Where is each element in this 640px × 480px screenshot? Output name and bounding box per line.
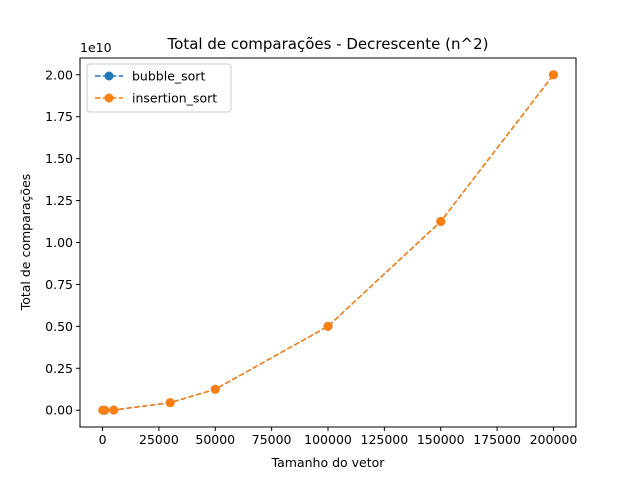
plot-frame <box>79 57 577 428</box>
legend-marker-bubble_sort <box>104 71 114 81</box>
x-tick-label: 150000 <box>417 432 465 447</box>
y-axis-label: Total de comparações <box>18 174 33 312</box>
ticks-layer: 0 25000 50000 75000 100000 125000 150000 175000… <box>45 67 577 447</box>
y-tick-label: 0.50 <box>45 319 73 334</box>
legend-marker-insertion_sort <box>104 93 114 103</box>
y-tick-label: 0.25 <box>45 361 73 376</box>
x-tick-label: 25000 <box>139 432 179 447</box>
legend: bubble_sort insertion_sort <box>86 63 232 113</box>
series-layer <box>98 70 558 415</box>
y-tick-label: 0.00 <box>45 403 73 418</box>
x-tick-label: 0 <box>99 432 107 447</box>
y-tick-label: 1.75 <box>45 109 73 124</box>
data-point-insertion_sort <box>548 70 558 80</box>
x-tick-label: 50000 <box>195 432 235 447</box>
x-tick-label: 200000 <box>530 432 578 447</box>
y-tick-label: 1.00 <box>45 235 73 250</box>
data-point-insertion_sort <box>165 398 175 408</box>
y-tick-label: 0.75 <box>45 277 73 292</box>
data-point-insertion_sort <box>210 384 220 394</box>
data-point-insertion_sort <box>436 217 446 227</box>
legend-label-insertion_sort: insertion_sort <box>132 91 217 106</box>
x-axis-label: Tamanho do vetor <box>271 455 386 470</box>
x-tick-label: 125000 <box>361 432 409 447</box>
y-tick-label: 2.00 <box>45 67 73 82</box>
data-point-insertion_sort <box>109 405 119 415</box>
data-point-insertion_sort <box>323 321 333 331</box>
legend-label-bubble_sort: bubble_sort <box>132 69 205 84</box>
x-tick-label: 175000 <box>473 432 521 447</box>
data-point-insertion_sort <box>100 405 110 415</box>
y-tick-label: 1.50 <box>45 151 73 166</box>
chart-title: Total de comparações - Decrescente (n^2) <box>167 35 489 53</box>
y-axis-offset-label: 1e10 <box>80 40 112 55</box>
y-tick-label: 1.25 <box>45 193 73 208</box>
x-tick-label: 75000 <box>252 432 292 447</box>
x-tick-label: 100000 <box>304 432 352 447</box>
